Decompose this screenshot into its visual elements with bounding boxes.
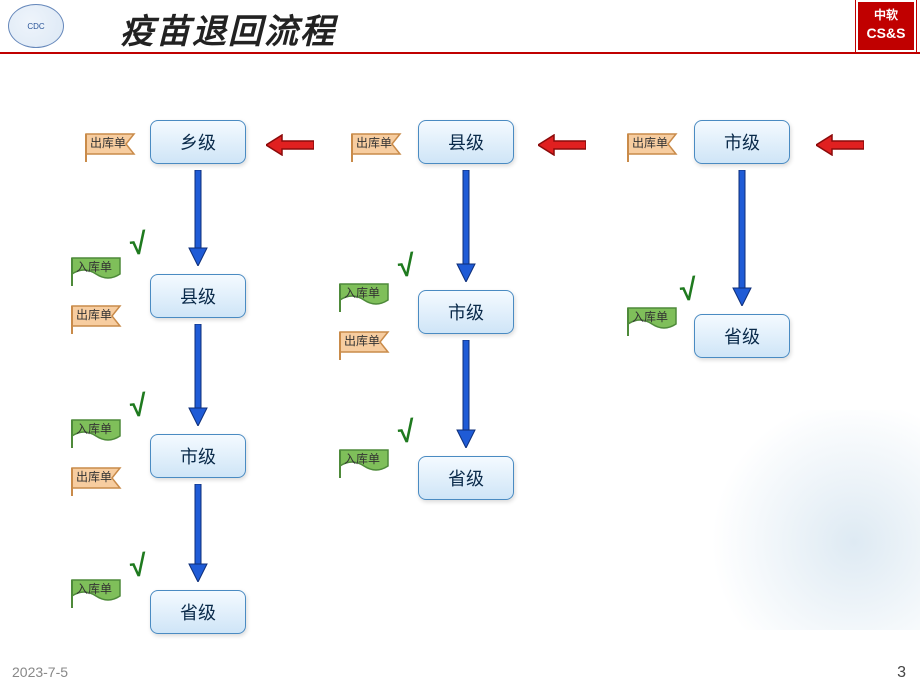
down-arrow-icon [188, 324, 208, 431]
flow-node-n_xiang: 乡级 [150, 120, 246, 164]
left-arrow-icon [538, 134, 586, 161]
page-title: 疫苗退回流程 [120, 4, 336, 53]
flow-node-n_shi0: 市级 [694, 120, 790, 164]
flow-node-n_shi1: 市级 [150, 434, 246, 478]
in-slip-flag: 入库单 [66, 252, 128, 282]
flag-label: 入库单 [344, 284, 380, 301]
csns-logo-icon: 中软 CS&S [856, 0, 916, 52]
footer-date: 2023-7-5 [12, 664, 68, 680]
flow-node-n_shi2: 市级 [418, 290, 514, 334]
flow-node-n_sheng3: 省级 [694, 314, 790, 358]
flag-label: 出库单 [76, 468, 112, 485]
in-slip-flag: 入库单 [66, 574, 128, 604]
flow-node-n_xian1: 县级 [150, 274, 246, 318]
background-decor [700, 410, 920, 630]
flow-node-n_sheng2: 省级 [418, 456, 514, 500]
header: CDC 疫苗退回流程 中软 CS&S [0, 0, 920, 54]
out-slip-flag: 出库单 [66, 462, 128, 492]
flag-label: 出库单 [90, 134, 126, 151]
down-arrow-icon [456, 340, 476, 453]
out-slip-flag: 出库单 [346, 128, 408, 158]
logo-right-line1: 中软 [858, 8, 914, 24]
checkmark-icon: √ [397, 249, 416, 284]
flag-label: 出库单 [632, 134, 668, 151]
out-slip-flag: 出库单 [334, 326, 396, 356]
flag-label: 入库单 [344, 450, 380, 467]
left-arrow-icon [816, 134, 864, 161]
flag-label: 出库单 [344, 332, 380, 349]
cdc-logo-icon: CDC [8, 4, 64, 48]
down-arrow-icon [456, 170, 476, 287]
in-slip-flag: 入库单 [334, 278, 396, 308]
footer-page: 3 [897, 664, 906, 682]
out-slip-flag: 出库单 [622, 128, 684, 158]
checkmark-icon: √ [129, 549, 148, 584]
checkmark-icon: √ [679, 273, 698, 308]
flag-label: 入库单 [632, 308, 668, 325]
in-slip-flag: 入库单 [334, 444, 396, 474]
flow-node-n_xian0: 县级 [418, 120, 514, 164]
in-slip-flag: 入库单 [622, 302, 684, 332]
down-arrow-icon [188, 484, 208, 587]
down-arrow-icon [732, 170, 752, 311]
in-slip-flag: 入库单 [66, 414, 128, 444]
flag-label: 入库单 [76, 258, 112, 275]
flag-label: 出库单 [356, 134, 392, 151]
flowchart-canvas: 乡级县级市级省级县级市级省级市级省级 出库单 入库单√ 出库单 入库单√ 出库单… [0, 54, 920, 660]
flag-label: 出库单 [76, 306, 112, 323]
down-arrow-icon [188, 170, 208, 271]
out-slip-flag: 出库单 [66, 300, 128, 330]
flow-node-n_sheng1: 省级 [150, 590, 246, 634]
left-arrow-icon [266, 134, 314, 161]
checkmark-icon: √ [129, 389, 148, 424]
flag-label: 入库单 [76, 580, 112, 597]
logo-right-line2: CS&S [858, 24, 914, 42]
out-slip-flag: 出库单 [80, 128, 142, 158]
checkmark-icon: √ [397, 415, 416, 450]
checkmark-icon: √ [129, 227, 148, 262]
flag-label: 入库单 [76, 420, 112, 437]
